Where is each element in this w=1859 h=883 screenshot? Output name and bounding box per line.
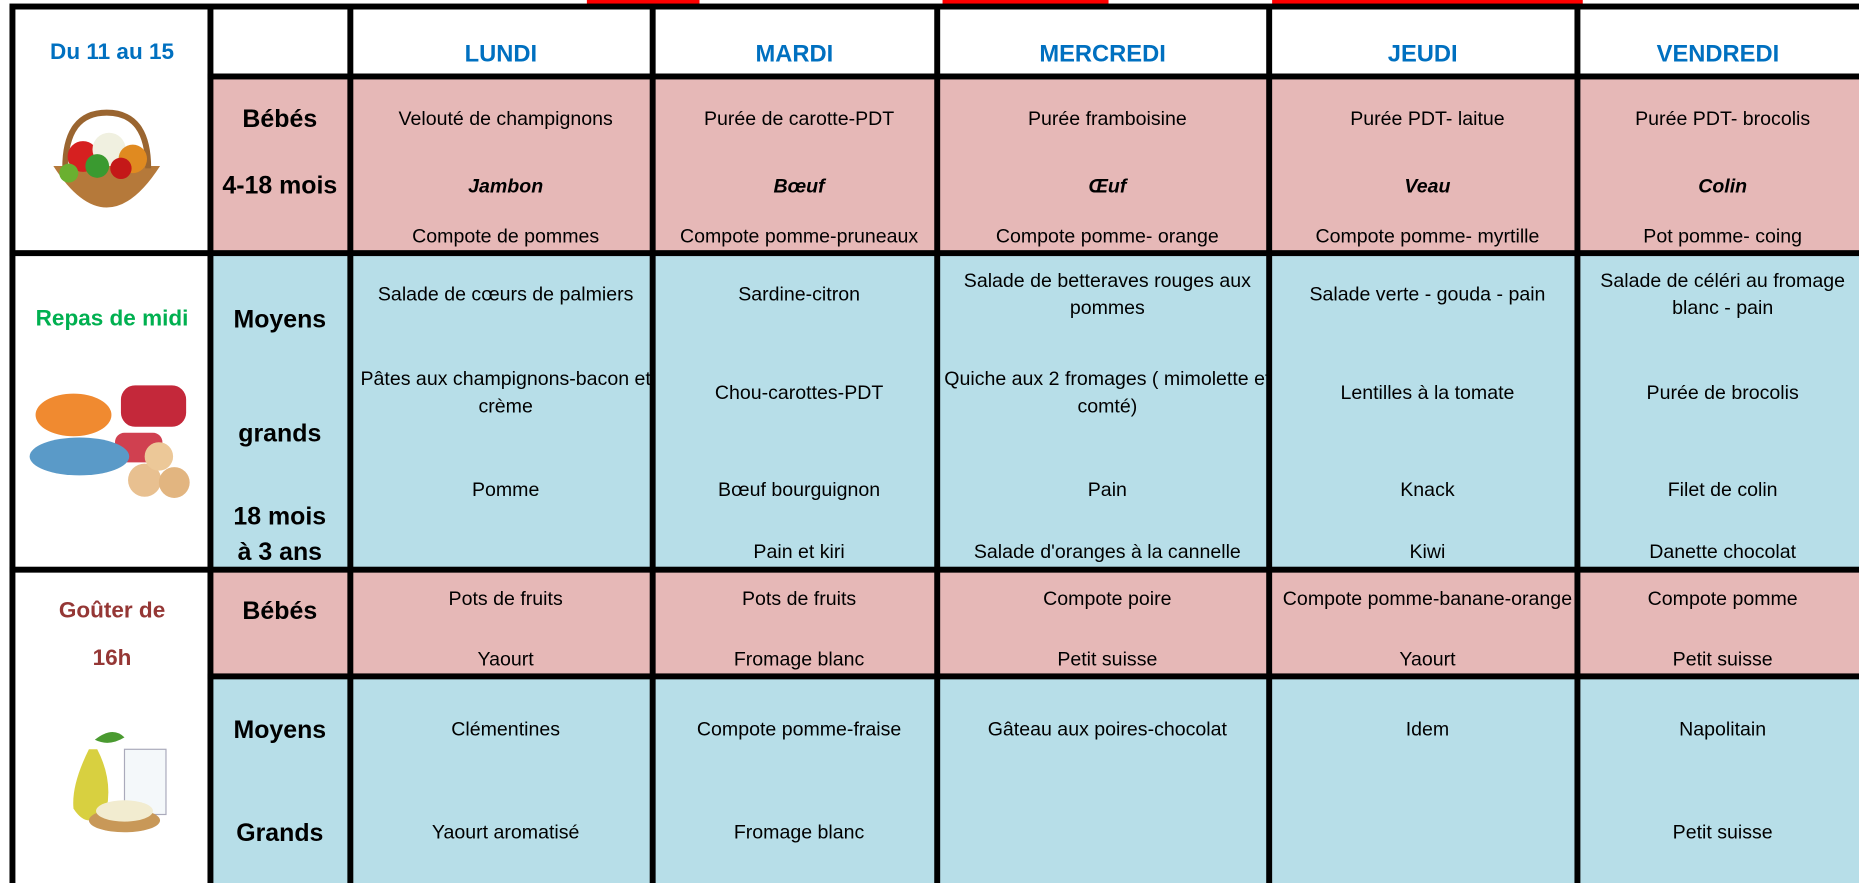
- menu-item: Bœuf bourguignon: [718, 479, 881, 501]
- menu-item: Petit suisse: [1057, 649, 1158, 671]
- red-mark: [1272, 0, 1583, 5]
- row-label: Grands: [236, 819, 324, 847]
- menu-item: Purée de carotte-PDT: [703, 108, 895, 130]
- row-label: Moyens: [233, 306, 327, 334]
- grid-line: [207, 5, 214, 883]
- menu-item: Petit suisse: [1672, 649, 1773, 671]
- grid-line: [9, 566, 1859, 573]
- menu-item: Salade verte - gouda - pain: [1309, 283, 1546, 306]
- group-label: Repas de midi: [35, 306, 189, 332]
- menu-item: Salade de betteraves rouges aux pommes: [963, 270, 1251, 319]
- menu-item: Pots de fruits: [448, 588, 563, 610]
- grid-line: [1574, 5, 1581, 883]
- grid-line: [207, 673, 1859, 680]
- menu-item: Œuf: [1088, 176, 1127, 198]
- menu-item: Yaourt aromatisé: [431, 822, 580, 844]
- grid-line: [1266, 5, 1273, 883]
- row-label: 18 mois: [233, 503, 327, 531]
- menu-item: Veau: [1404, 176, 1451, 198]
- grid-line: [9, 250, 1859, 257]
- day-header: JEUDI: [1387, 41, 1458, 68]
- menu-item: Compote pomme-pruneaux: [680, 225, 919, 248]
- menu-item: Yaourt: [477, 649, 534, 671]
- menu-item: Pots de fruits: [741, 588, 857, 610]
- row-label: 4-18 mois: [222, 172, 338, 200]
- grid-line: [9, 3, 1859, 10]
- menu-item: Salade de cœurs de palmiers: [377, 283, 634, 306]
- menu-item: Kiwi: [1409, 541, 1446, 563]
- menu-item: Pomme: [471, 479, 540, 501]
- menu-item: Knack: [1400, 479, 1455, 501]
- group-label: Goûter de: [58, 598, 166, 624]
- block-background: [209, 252, 1859, 570]
- day-header: MARDI: [755, 41, 834, 68]
- menu-item: Fromage blanc: [733, 649, 865, 671]
- menu-item: Purée framboisine: [1027, 108, 1187, 130]
- day-header: MERCREDI: [1039, 41, 1166, 68]
- menu-item: Quiche aux 2 fromages ( mimolette et com…: [944, 368, 1271, 418]
- menu-item: Idem: [1405, 719, 1450, 741]
- red-mark: [942, 0, 1109, 5]
- menu-item: Compote pomme-banane-orange: [1282, 588, 1573, 610]
- food-image: [29, 385, 190, 498]
- menu-item: Pot pomme- coing: [1643, 225, 1803, 248]
- menu-item: Sardine-citron: [738, 283, 860, 306]
- menu-item: Purée PDT- laitue: [1350, 108, 1505, 130]
- row-label: Bébés: [242, 597, 318, 626]
- block-background: [209, 675, 1859, 883]
- menu-item: Gâteau aux poires-chocolat: [987, 719, 1227, 741]
- menu-item: Salade de céléri au fromage blanc - pain: [1600, 270, 1846, 319]
- menu-item: Clémentines: [451, 719, 561, 741]
- menu-item: Petit suisse: [1672, 822, 1773, 844]
- grid-line: [347, 5, 354, 883]
- menu-item: Compote pomme- orange: [995, 225, 1219, 248]
- grid-line: [207, 73, 1859, 80]
- block-background: [209, 77, 1859, 253]
- red-mark: [586, 0, 700, 5]
- menu-item: Jambon: [468, 176, 544, 198]
- menu-item: Compote pomme: [1647, 588, 1798, 610]
- menu-item: Purée PDT- brocolis: [1635, 108, 1811, 130]
- grid-line: [934, 5, 941, 883]
- menu-item: Yaourt: [1399, 649, 1456, 671]
- menu-item: Pain: [1087, 479, 1127, 501]
- day-header: VENDREDI: [1656, 41, 1780, 68]
- group-label: 16h: [92, 645, 132, 671]
- menu-item: Compote poire: [1043, 588, 1172, 610]
- menu-item: Salade d'oranges à la cannelle: [973, 541, 1241, 563]
- menu-item: Pâtes aux champignons-bacon et crème: [360, 368, 651, 418]
- row-label: grands: [238, 420, 322, 448]
- day-header: LUNDI: [464, 41, 538, 68]
- grid-line: [9, 5, 16, 883]
- row-label: à 3 ans: [237, 538, 323, 566]
- menu-item: Bœuf: [773, 176, 825, 198]
- menu-item: Compote de pommes: [412, 225, 600, 248]
- menu-item: Purée de brocolis: [1646, 382, 1799, 404]
- menu-item: Lentilles à la tomate: [1340, 382, 1515, 404]
- menu-item: Velouté de champignons: [398, 108, 613, 130]
- period-label: Du 11 au 15: [50, 39, 175, 65]
- menu-item: Compote pomme-fraise: [696, 719, 902, 741]
- basket-image: [53, 109, 161, 208]
- row-label: Moyens: [233, 716, 327, 744]
- menu-item: Filet de colin: [1667, 479, 1778, 501]
- menu-item: Colin: [1698, 176, 1748, 198]
- menu-item: Fromage blanc: [733, 822, 865, 844]
- menu-item: Napolitain: [1679, 719, 1767, 741]
- grid-line: [649, 5, 656, 883]
- menu-item: Chou-carottes-PDT: [714, 382, 884, 404]
- menu-item: Compote pomme- myrtille: [1315, 225, 1540, 248]
- menu-item: Danette chocolat: [1649, 541, 1797, 563]
- snack-image: [73, 732, 167, 833]
- menu-item: Pain et kiri: [753, 541, 845, 563]
- row-label: Bébés: [242, 105, 318, 134]
- block-background: [209, 569, 1859, 676]
